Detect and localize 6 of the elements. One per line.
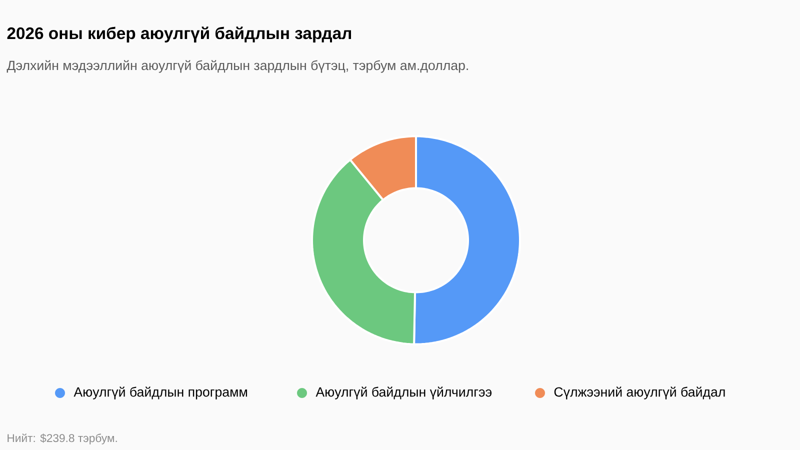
chart-subtitle: Дэлхийн мэдээллийн аюулгүй байдлын зардлын бүтэц, тэрбум ам.доллар. [6, 60, 468, 73]
legend-label: Аюулгүй байдлын программ [74, 386, 248, 400]
chart-title: 2026 оны кибер аюулгүй байдлын зардал [7, 26, 352, 42]
legend-label: Сүлжээний аюулгүй байдал [554, 386, 725, 400]
legend-label: Аюулгүй байдлын үйлчилгээ [316, 386, 492, 400]
text: Нийт: $239.8 тэрбум. [8, 434, 117, 444]
